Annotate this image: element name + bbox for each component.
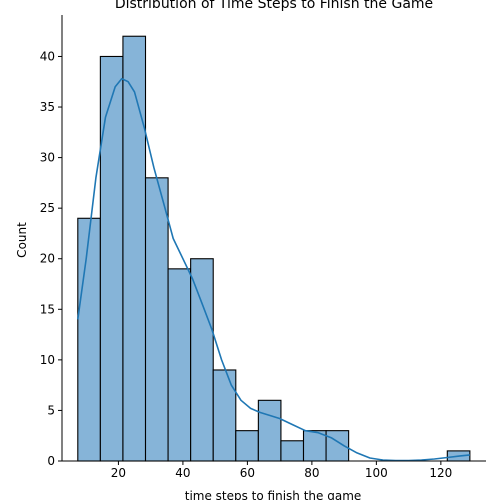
y-axis-label: Count [15, 222, 29, 258]
y-tick-label: 35 [40, 100, 55, 114]
y-tick-label: 20 [40, 252, 55, 266]
histogram-bar [144, 177, 169, 462]
histogram-bar [257, 399, 282, 462]
histogram-bar [99, 55, 124, 462]
kde-line [77, 77, 470, 462]
y-tick-label: 15 [40, 302, 55, 316]
histogram-bars [77, 35, 471, 462]
histogram-bar [190, 258, 214, 462]
y-tick-label: 25 [40, 201, 55, 215]
x-tick-label: 20 [111, 466, 126, 480]
chart-title: Distribution of Time Steps to Finish the… [115, 0, 433, 12]
y-tick-label: 5 [47, 403, 55, 417]
x-tick-label: 60 [240, 466, 255, 480]
y-tick-label: 0 [47, 454, 55, 468]
histogram-bar [77, 217, 101, 462]
y-tick-label: 30 [40, 151, 55, 165]
x-tick-label: 80 [304, 466, 319, 480]
histogram-bar [280, 440, 305, 462]
y-axis-ticks: 0 5 10 15 20 25 30 35 40 [40, 49, 62, 468]
histogram-bar [167, 268, 192, 462]
x-tick-label: 40 [175, 466, 190, 480]
histogram-bar [235, 430, 259, 462]
x-axis-ticks: 20 40 60 80 100 120 [111, 461, 452, 480]
histogram-bar [212, 369, 237, 462]
x-tick-label: 100 [365, 466, 388, 480]
y-tick-label: 10 [40, 353, 55, 367]
histogram-bar [122, 35, 147, 462]
x-axis-label: time steps to finish the game [185, 489, 362, 500]
y-tick-label: 40 [40, 49, 55, 63]
x-tick-label: 120 [429, 466, 452, 480]
